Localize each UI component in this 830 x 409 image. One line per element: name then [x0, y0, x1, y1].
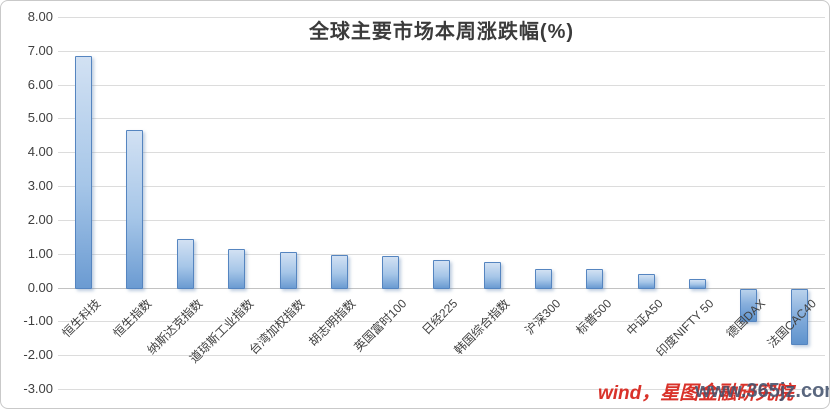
chart-title: 全球主要市场本周涨跌幅(%) [308, 21, 575, 43]
x-axis-category-label: 标普500 [573, 295, 615, 337]
bar-中证A50 [637, 274, 655, 289]
x-axis-category-label: 英国富时100 [351, 295, 410, 354]
gridline [58, 84, 825, 86]
x-axis-category-label: 恒生科技 [59, 295, 103, 340]
gridline [58, 152, 825, 154]
gridline [58, 355, 825, 357]
bar-英国富时100 [381, 256, 399, 289]
bar-法国CAC40 [790, 288, 808, 346]
watermark-source-text: wind，星图金融研究院 [598, 383, 794, 404]
y-axis-tick-label: -2.00 [23, 347, 53, 363]
x-axis-category-label: 恒生指数 [110, 295, 155, 340]
gridline [58, 50, 825, 52]
x-axis-category-label: 中证A50 [623, 295, 666, 338]
y-axis-tick-label: 4.00 [27, 144, 53, 160]
y-axis-tick-label: 6.00 [27, 76, 53, 92]
gridline [58, 219, 825, 221]
gridline [58, 118, 825, 120]
y-axis-tick-label: 3.00 [27, 178, 53, 194]
y-axis-tick-label: -3.00 [23, 381, 53, 396]
gridline [58, 186, 825, 188]
bar-韩国综合指数 [484, 261, 502, 289]
y-axis-tick-label: 2.00 [27, 211, 53, 227]
bar-道琼斯工业指数 [228, 248, 246, 289]
bar-标普500 [586, 269, 604, 289]
bar-德国DAX [739, 288, 757, 322]
bar-纳斯达克指数 [177, 238, 195, 289]
x-axis-category-label: 日经225 [419, 295, 461, 337]
y-axis-tick-label: 5.00 [27, 110, 53, 126]
bar-日经225 [433, 260, 450, 289]
bar-台湾加权指数 [279, 252, 297, 289]
gridline [58, 253, 825, 255]
gridline [58, 17, 825, 18]
gridline [58, 321, 825, 323]
bar-胡志明指数 [330, 255, 348, 289]
bar-沪深300 [535, 268, 553, 289]
bar-印度NIFTY 50 [688, 279, 706, 289]
y-axis-tick-label: -1.00 [23, 313, 53, 329]
x-axis-category-label: 韩国综合指数 [451, 295, 512, 357]
gridline [58, 389, 825, 390]
watermark-url-text: www.365jz.com [695, 380, 830, 402]
y-axis-tick-label: 1.00 [27, 245, 53, 261]
y-axis-tick-label: 8.00 [27, 9, 53, 24]
bar-恒生科技 [75, 55, 93, 289]
bar-恒生指数 [126, 130, 144, 289]
y-axis-tick-label: 7.00 [27, 42, 53, 58]
y-axis-tick-label: 0.00 [27, 279, 53, 295]
x-axis-category-label: 沪深300 [522, 295, 564, 337]
